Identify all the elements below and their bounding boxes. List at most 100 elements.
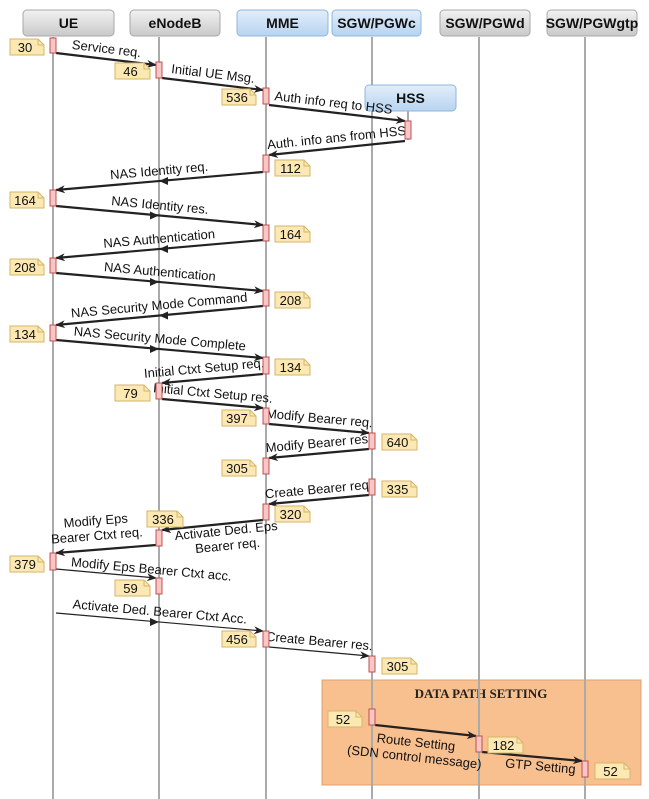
message-label: GTP Setting [505, 755, 577, 776]
participant-label-hss: HSS [396, 90, 425, 106]
message-label: Modify EpsBearer Ctxt req. [49, 509, 143, 546]
message-label-line: Initial Ctxt Setup res. [152, 380, 273, 406]
activation-bar-mme [262, 457, 270, 475]
note-fold-icon [410, 481, 417, 488]
activation-bar-enb [155, 577, 163, 595]
note-box [114, 384, 151, 402]
activation-bar-mme [262, 407, 270, 425]
note-value: 134 [280, 360, 302, 375]
note-box [114, 62, 151, 80]
activation-bar-enb [155, 382, 163, 400]
note-fold-icon [143, 580, 150, 587]
note-fold-icon [249, 89, 256, 96]
note-fold-icon [303, 292, 310, 299]
note: 208 [9, 258, 45, 276]
activation-bar-sgwc [368, 708, 376, 726]
participant-label-enb: eNodeB [149, 15, 202, 31]
note-fold-icon [303, 226, 310, 233]
message-arrow [161, 397, 264, 412]
note-fold-icon [410, 658, 417, 665]
activation-bar-sgwc [368, 432, 376, 450]
activation-bar-mme [262, 87, 270, 105]
note: 30 [9, 38, 45, 56]
note: 397 [221, 409, 257, 427]
message-label: Modify Eps Bearer Ctxt acc. [70, 554, 232, 583]
note-fold-icon [623, 763, 630, 770]
note-value: 208 [14, 260, 36, 275]
activation-bar-sgwd [475, 735, 483, 753]
activation-bar-mme [262, 154, 270, 173]
note: 112 [274, 159, 311, 177]
activation-bar-mme [262, 503, 270, 521]
note: 640 [381, 433, 418, 451]
message-11: Initial Ctxt Setup req. [143, 355, 265, 387]
message-14: Modify Bearer res. [265, 431, 372, 462]
message-label-line: Initial UE Msg. [171, 61, 256, 86]
activation-bar-ue [49, 37, 57, 54]
note: 336 [146, 510, 184, 528]
note-value: 336 [152, 512, 174, 527]
participant-label-sgwd: SGW/PGWd [445, 15, 524, 31]
note-value: 112 [280, 161, 301, 176]
note: 320 [274, 505, 311, 523]
participant-label-sgwc: SGW/PGWc [337, 15, 416, 31]
note-box [274, 358, 311, 376]
note-box [221, 88, 257, 106]
message-16: Activate Ded. EpsBearer req. [161, 518, 280, 558]
participant-sgwc [331, 9, 422, 37]
activation-bar-sgwc [368, 478, 376, 496]
activation-bar-enb [155, 61, 163, 79]
note: 208 [274, 291, 311, 309]
note-box [9, 38, 45, 56]
note-fold-icon [355, 711, 362, 718]
note-fold-icon [176, 511, 183, 518]
activation-bar-sgwc [368, 655, 376, 673]
note-fold-icon [303, 160, 310, 167]
note-fold-icon [143, 385, 150, 392]
message-label: Activate Ded. EpsBearer req. [174, 518, 280, 558]
message-label: Initial Ctxt Setup res. [152, 380, 273, 406]
note-value: 164 [280, 227, 302, 242]
message-label-line: Modify Bearer res. [265, 431, 372, 455]
note-box [381, 433, 418, 451]
note-value: 456 [226, 632, 248, 647]
participant-mme [236, 9, 329, 37]
activation-bar-hss [404, 120, 412, 140]
note: 79 [114, 384, 151, 402]
note-box [146, 510, 184, 528]
note: 59 [114, 579, 151, 597]
note-box [381, 480, 418, 498]
note-value: 182 [493, 738, 515, 753]
participant-hss [364, 84, 457, 112]
mid-arrowhead-icon [159, 311, 168, 320]
message-arrow [268, 493, 370, 508]
note-value: 46 [123, 64, 137, 79]
activation-bar-mme [262, 356, 270, 375]
note-box [221, 630, 257, 648]
participant-sgwd [439, 9, 531, 37]
note: 164 [9, 191, 45, 209]
message-label-line: Initial Ctxt Setup req. [143, 355, 265, 381]
note-fold-icon [37, 39, 44, 46]
message-4: Auth. info ans from HSS [266, 123, 407, 159]
message-label-line: Bearer Ctxt req. [51, 524, 144, 546]
message-label: Modify Bearer res. [265, 431, 372, 455]
message-label-line: Bearer req. [194, 535, 260, 556]
mid-arrowhead-icon [150, 344, 159, 353]
note-fold-icon [249, 460, 256, 467]
note: 536 [221, 88, 257, 106]
note-value: 79 [123, 386, 137, 401]
note: 379 [9, 555, 45, 573]
note-box [327, 710, 363, 728]
mid-arrowhead-icon [150, 277, 159, 286]
note-fold-icon [249, 410, 256, 417]
note-box [9, 555, 45, 573]
message-label: Create Bearer res. [265, 629, 373, 654]
message-arrow [268, 422, 370, 437]
participant-label-gtp: SGW/PGWgtp [546, 15, 639, 31]
note-value: 164 [14, 193, 36, 208]
note-value: 59 [123, 581, 137, 596]
message-arrow [161, 518, 264, 534]
message-label-line: Create Bearer res. [265, 629, 373, 654]
